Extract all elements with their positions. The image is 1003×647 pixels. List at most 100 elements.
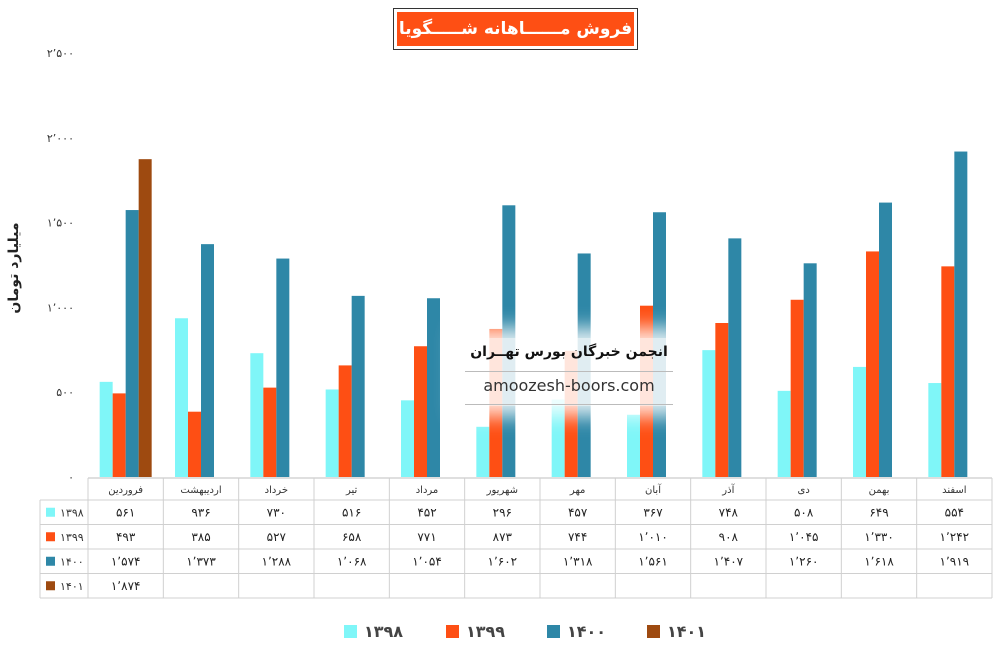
legend: ۱۳۹۸ ۱۳۹۹ ۱۴۰۰ ۱۴۰۱ — [0, 619, 1003, 643]
data-label: ۶۵۸ — [342, 530, 362, 544]
legend-label: ۱۴۰۰ — [567, 621, 607, 641]
x-tick-label: مهر — [569, 485, 585, 496]
table-key-1399 — [46, 532, 55, 542]
legend-swatch — [547, 624, 560, 638]
data-label: ۴۵۲ — [417, 505, 436, 519]
watermark-divider — [465, 371, 673, 372]
data-label: ۶۴۹ — [869, 505, 888, 519]
bar-1399-0 — [112, 393, 126, 477]
data-label: ۱٬۰۴۵ — [789, 530, 819, 544]
table-series-name: ۱۳۹۹ — [60, 531, 84, 544]
bar-1400-0 — [125, 210, 139, 477]
data-label: ۱٬۶۰۲ — [488, 554, 518, 568]
data-label: ۱٬۸۷۴ — [111, 579, 141, 593]
bar-1400-10 — [879, 202, 892, 477]
bar-1399-1 — [188, 411, 201, 477]
bar-1399-4 — [414, 346, 427, 477]
data-label: ۴۹۳ — [116, 530, 136, 544]
y-tick-label: ۱٬۰۰۰ — [47, 301, 74, 314]
legend-swatch — [446, 624, 459, 638]
data-label: ۱٬۳۷۳ — [186, 554, 216, 568]
bar-1398-11 — [928, 383, 942, 477]
x-tick-label: دی — [798, 485, 810, 496]
data-label: ۷۳۰ — [267, 505, 286, 519]
data-label: ۸۷۳ — [493, 530, 513, 544]
data-label: ۷۷۱ — [417, 530, 436, 544]
data-label: ۱٬۳۱۸ — [563, 554, 593, 568]
data-label: ۱٬۵۷۴ — [111, 554, 141, 568]
watermark-title: انجمن خبرگان بورس تهــران — [470, 344, 668, 360]
data-label: ۱٬۲۴۲ — [940, 530, 970, 544]
data-label: ۱٬۹۱۹ — [940, 554, 970, 568]
legend-label: ۱۳۹۹ — [466, 621, 506, 641]
bar-1400-8 — [728, 238, 742, 477]
legend-item-1401: ۱۴۰۱ — [647, 619, 706, 643]
bar-1398-10 — [853, 366, 866, 477]
data-label: ۵۰۸ — [794, 505, 814, 519]
bar-1400-2 — [276, 258, 290, 477]
x-tick-label: خرداد — [265, 485, 288, 496]
x-tick-label: آبان — [645, 483, 662, 496]
legend-item-1398: ۱۳۹۸ — [344, 619, 403, 643]
data-label: ۱٬۴۰۷ — [714, 554, 744, 568]
data-label: ۱٬۰۶۸ — [337, 554, 367, 568]
data-label: ۹۰۸ — [719, 530, 739, 544]
bar-1400-4 — [427, 298, 440, 477]
table-key-1400 — [46, 556, 55, 566]
data-label: ۱٬۰۵۴ — [412, 554, 442, 568]
data-label: ۵۶۱ — [116, 505, 135, 519]
data-label: ۴۵۷ — [568, 505, 588, 519]
y-tick-label: ۲٬۵۰۰ — [47, 47, 74, 60]
watermark: انجمن خبرگان بورس تهــران amoozesh-boors… — [465, 338, 673, 406]
bar-1398-0 — [99, 381, 113, 477]
bar-1398-9 — [777, 390, 791, 477]
bar-1399-8 — [715, 323, 729, 477]
chart-title-box: فروش مــــــاهانه شـــــگویا — [393, 8, 638, 50]
data-label: ۵۱۶ — [342, 505, 361, 519]
bar-1398-7 — [627, 414, 640, 477]
legend-swatch — [344, 624, 357, 638]
data-label: ۱٬۳۳۰ — [864, 530, 894, 544]
bar-1399-10 — [866, 251, 879, 477]
bar-1399-2 — [263, 387, 277, 477]
bar-1399-3 — [338, 365, 352, 477]
x-tick-label: بهمن — [869, 485, 890, 496]
bar-1399-9 — [790, 299, 804, 477]
y-tick-label: ۱٬۵۰۰ — [47, 217, 74, 230]
x-tick-label: اسفند — [942, 485, 966, 496]
data-label: ۷۴۴ — [568, 530, 587, 544]
table-series-name: ۱۳۹۸ — [60, 506, 84, 519]
bar-1398-4 — [401, 400, 414, 477]
table-key-1401 — [46, 581, 55, 591]
chart-title: فروش مــــــاهانه شـــــگویا — [397, 12, 634, 46]
bar-1400-9 — [803, 263, 817, 477]
legend-item-1400: ۱۴۰۰ — [547, 619, 606, 643]
data-label: ۷۴۸ — [719, 505, 739, 519]
data-label: ۳۸۵ — [191, 530, 210, 544]
x-tick-label: فروردین — [108, 485, 143, 496]
bar-1398-3 — [325, 389, 339, 477]
data-label: ۱٬۲۸۸ — [262, 554, 292, 568]
x-tick-label: تیر — [345, 485, 358, 496]
data-label: ۹۳۶ — [191, 505, 210, 519]
bar-1401-0 — [138, 159, 152, 477]
data-label: ۳۶۷ — [643, 505, 663, 519]
data-label: ۱٬۲۶۰ — [789, 554, 819, 568]
bar-1400-11 — [954, 151, 968, 477]
data-label: ۲۹۶ — [493, 505, 512, 519]
bar-1399-11 — [941, 266, 955, 477]
data-label: ۱٬۵۶۱ — [638, 554, 668, 568]
watermark-site: amoozesh-boors.com — [483, 376, 655, 395]
bar-1398-6 — [551, 399, 565, 477]
bar-1398-2 — [250, 353, 264, 477]
watermark-divider — [465, 404, 673, 405]
legend-label: ۱۳۹۸ — [364, 621, 404, 641]
x-tick-label: شهریور — [486, 485, 518, 496]
legend-item-1399: ۱۳۹۹ — [446, 619, 505, 643]
table-series-name: ۱۴۰۱ — [60, 580, 84, 593]
bar-1398-8 — [702, 350, 716, 477]
y-tick-label: ۲٬۰۰۰ — [47, 132, 74, 145]
x-tick-label: آذر — [721, 483, 735, 496]
x-tick-label: مرداد — [416, 485, 439, 496]
data-label: ۵۵۴ — [945, 505, 964, 519]
